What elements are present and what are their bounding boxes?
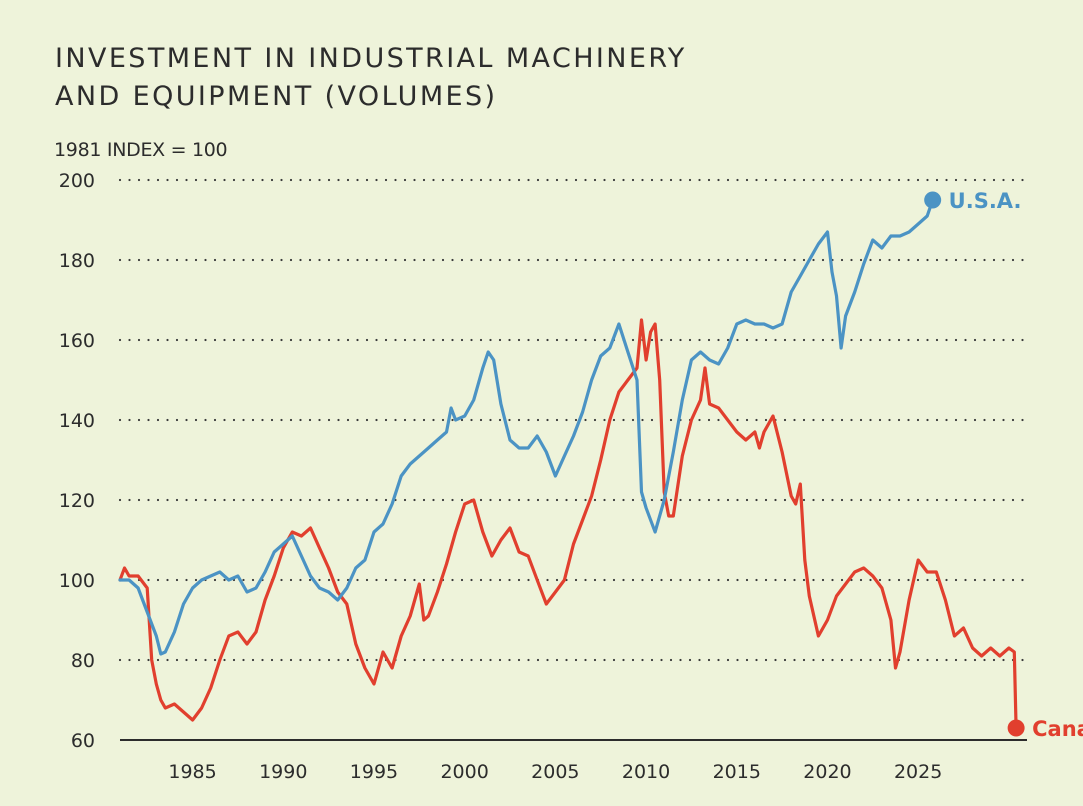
y-axis-unit-label: 1981 INDEX = 100 [54,139,228,161]
x-tick-label: 2000 [440,761,488,783]
series-group [118,198,1018,730]
series-label-usa: U.S.A. [949,189,1022,213]
y-tick-label: 140 [59,410,95,432]
series-end-dot-canada [1007,719,1025,737]
x-tick-label: 2010 [622,761,670,783]
series-end-markers: Canada U.S.A. [924,189,1083,741]
series-line-canada [118,318,1018,730]
x-tick-label: 2025 [894,761,942,783]
y-tick-label: 160 [59,330,95,352]
y-tick-label: 120 [59,490,95,512]
y-tick-label: 200 [59,170,95,192]
series-label-canada: Canada [1032,717,1083,741]
x-tick-label: 1985 [168,761,216,783]
y-tick-label: 100 [59,570,95,592]
chart-title-line2: AND EQUIPMENT (VOLUMES) [55,81,498,112]
y-tick-label: 60 [71,730,95,752]
x-tick-label: 2015 [713,761,761,783]
series-line-usa [118,198,935,656]
x-axis-ticks: 1985 1990 1995 2000 2005 2010 2015 2020 2025 [168,761,942,783]
y-axis-ticks: 60 80 100 120 140 160 180 200 [59,170,95,752]
x-tick-label: 1995 [350,761,398,783]
chart-title: INVESTMENT IN INDUSTRIAL MACHINERY AND E… [55,40,687,116]
series-end-dot-usa [924,191,942,209]
y-tick-label: 80 [71,650,95,672]
chart-title-line1: INVESTMENT IN INDUSTRIAL MACHINERY [55,43,687,74]
y-tick-label: 180 [59,250,95,272]
x-tick-label: 2020 [803,761,851,783]
x-tick-label: 2005 [531,761,579,783]
x-tick-label: 1990 [259,761,307,783]
